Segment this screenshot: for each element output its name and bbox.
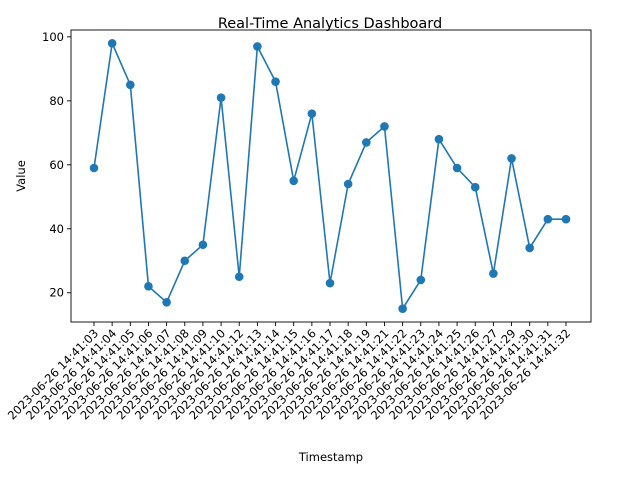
data-point [507,154,516,163]
chart-title: Real-Time Analytics Dashboard [218,16,442,32]
data-point [434,134,444,144]
y-tick-label: 100 [42,30,64,44]
data-point [307,109,317,118]
data-point [525,243,534,253]
series-group [89,38,571,314]
y-tick-label: 20 [49,286,64,300]
data-point [289,176,298,186]
data-point [253,42,262,51]
data-point [107,38,117,48]
series-line [93,40,566,312]
data-point [198,240,208,250]
data-point [144,282,153,291]
data-point [380,122,389,131]
data-point [180,256,190,266]
y-tick-label: 60 [49,158,64,172]
y-tick-label: 40 [49,222,64,236]
plot-area-frame [70,29,592,323]
data-point [416,275,426,285]
data-point [561,214,571,224]
data-point [234,272,244,282]
data-point [398,304,407,314]
data-point [162,298,171,307]
y-axis-label: Value [14,160,28,192]
data-point [89,163,99,173]
data-point [489,269,498,278]
data-point [362,138,371,147]
y-tick-label: 80 [49,94,64,108]
data-point [543,214,553,224]
y-axis-ticks: 20 40 60 80 100 [42,30,71,300]
data-point [325,278,335,288]
data-point [126,80,135,90]
data-point [470,182,480,192]
data-point [452,163,462,173]
data-point [216,93,226,102]
data-point [343,179,353,189]
data-point [271,77,280,86]
x-axis-label: Timestamp [298,450,363,464]
